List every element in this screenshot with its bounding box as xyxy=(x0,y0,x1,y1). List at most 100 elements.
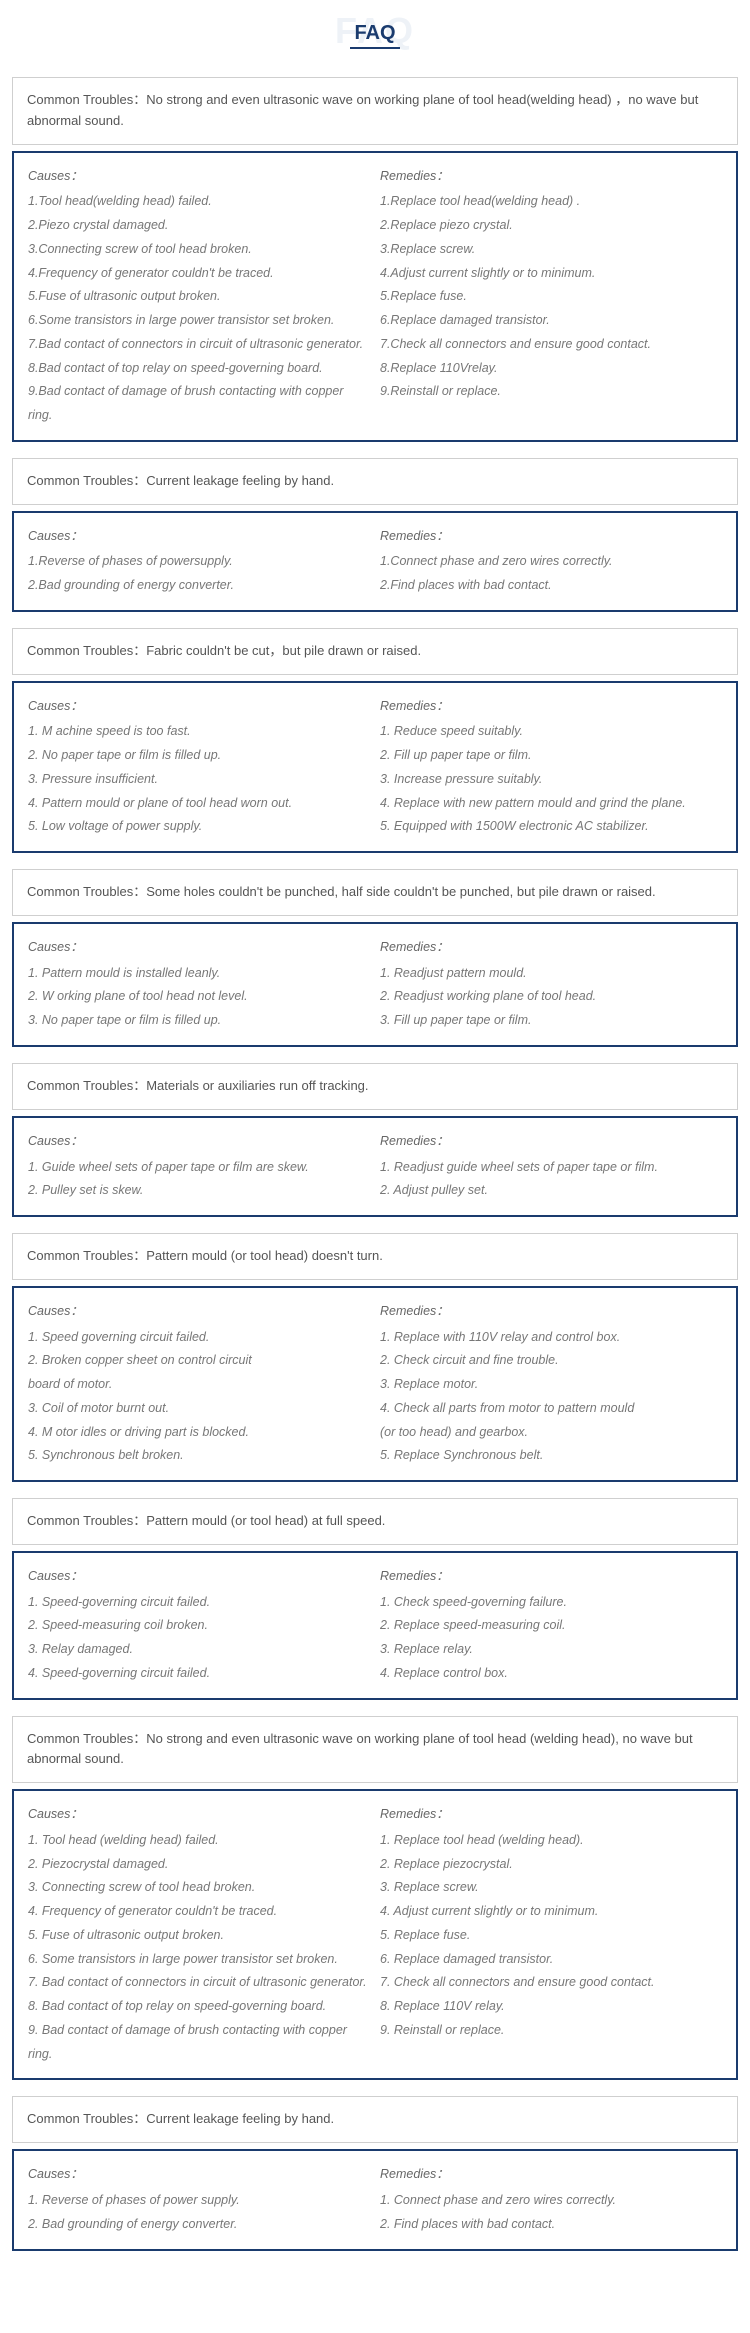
causes-column: Causes：1. Tool head (welding head) faile… xyxy=(28,1803,370,2066)
faq-section: Common Troubles：Pattern mould (or tool h… xyxy=(12,1498,738,1700)
cause-item: 2. Speed-measuring coil broken. xyxy=(28,1614,370,1638)
remedy-item: 3. Replace screw. xyxy=(380,1876,722,1900)
remedy-item: 1. Check speed-governing failure. xyxy=(380,1591,722,1615)
remedy-item: 3. Fill up paper tape or film. xyxy=(380,1009,722,1033)
remedy-item: 2. Replace piezocrystal. xyxy=(380,1853,722,1877)
trouble-label: Common Troubles： xyxy=(27,1513,146,1528)
trouble-label: Common Troubles： xyxy=(27,2111,146,2126)
remedy-item: 4.Adjust current slightly or to minimum. xyxy=(380,262,722,286)
causes-remedies-box: Causes：1. Tool head (welding head) faile… xyxy=(12,1789,738,2080)
causes-column: Causes：1. Guide wheel sets of paper tape… xyxy=(28,1130,370,1203)
remedy-item: 1. Readjust pattern mould. xyxy=(380,962,722,986)
remedies-header: Remedies： xyxy=(380,2163,722,2187)
remedy-item: 3. Replace relay. xyxy=(380,1638,722,1662)
causes-header: Causes： xyxy=(28,695,370,719)
cause-item: 5. Synchronous belt broken. xyxy=(28,1444,370,1468)
cause-item: 1. Guide wheel sets of paper tape or fil… xyxy=(28,1156,370,1180)
cause-item: 4.Frequency of generator couldn't be tra… xyxy=(28,262,370,286)
trouble-box: Common Troubles：Materials or auxiliaries… xyxy=(12,1063,738,1110)
remedy-item: 4. Adjust current slightly or to minimum… xyxy=(380,1900,722,1924)
remedies-column: Remedies：1. Check speed-governing failur… xyxy=(380,1565,722,1686)
trouble-text: Some holes couldn't be punched, half sid… xyxy=(146,884,655,899)
remedy-item: 5. Equipped with 1500W electronic AC sta… xyxy=(380,815,722,839)
remedy-item: 8. Replace 110V relay. xyxy=(380,1995,722,2019)
cause-item: 4. Frequency of generator couldn't be tr… xyxy=(28,1900,370,1924)
remedies-column: Remedies：1.Connect phase and zero wires … xyxy=(380,525,722,598)
cause-item: 9.Bad contact of damage of brush contact… xyxy=(28,380,370,428)
causes-remedies-box: Causes：1. Pattern mould is installed lea… xyxy=(12,922,738,1047)
remedy-item: 3.Replace screw. xyxy=(380,238,722,262)
remedies-column: Remedies：1. Connect phase and zero wires… xyxy=(380,2163,722,2236)
trouble-label: Common Troubles： xyxy=(27,92,146,107)
cause-item: 3.Connecting screw of tool head broken. xyxy=(28,238,370,262)
trouble-box: Common Troubles：Pattern mould (or tool h… xyxy=(12,1498,738,1545)
remedy-item: 5. Replace Synchronous belt. xyxy=(380,1444,722,1468)
remedy-item: 1.Connect phase and zero wires correctly… xyxy=(380,550,722,574)
remedy-item: 4. Replace with new pattern mould and gr… xyxy=(380,792,722,816)
remedies-column: Remedies：1. Replace tool head (welding h… xyxy=(380,1803,722,2066)
causes-column: Causes：1. Speed governing circuit failed… xyxy=(28,1300,370,1468)
trouble-text: Current leakage feeling by hand. xyxy=(146,473,334,488)
cause-item: 4. M otor idles or driving part is block… xyxy=(28,1421,370,1445)
remedies-header: Remedies： xyxy=(380,1130,722,1154)
cause-item: 1. Speed-governing circuit failed. xyxy=(28,1591,370,1615)
faq-section: Common Troubles：Current leakage feeling … xyxy=(12,458,738,612)
remedies-column: Remedies：1. Replace with 110V relay and … xyxy=(380,1300,722,1468)
causes-column: Causes：1. Reverse of phases of power sup… xyxy=(28,2163,370,2236)
remedy-item: 2. Readjust working plane of tool head. xyxy=(380,985,722,1009)
remedies-header: Remedies： xyxy=(380,1803,722,1827)
cause-item: 2. No paper tape or film is filled up. xyxy=(28,744,370,768)
remedy-item: 6.Replace damaged transistor. xyxy=(380,309,722,333)
causes-column: Causes：1.Reverse of phases of powersuppl… xyxy=(28,525,370,598)
remedies-column: Remedies：1. Readjust guide wheel sets of… xyxy=(380,1130,722,1203)
trouble-box: Common Troubles：Pattern mould (or tool h… xyxy=(12,1233,738,1280)
causes-remedies-box: Causes：1. Speed governing circuit failed… xyxy=(12,1286,738,1482)
remedy-item: 6. Replace damaged transistor. xyxy=(380,1948,722,1972)
remedy-item: 9.Reinstall or replace. xyxy=(380,380,722,404)
remedy-item: (or too head) and gearbox. xyxy=(380,1421,722,1445)
cause-item: 5.Fuse of ultrasonic output broken. xyxy=(28,285,370,309)
cause-item: 1. Pattern mould is installed leanly. xyxy=(28,962,370,986)
remedy-item: 3. Replace motor. xyxy=(380,1373,722,1397)
remedy-item: 2. Fill up paper tape or film. xyxy=(380,744,722,768)
causes-header: Causes： xyxy=(28,936,370,960)
cause-item: 2. W orking plane of tool head not level… xyxy=(28,985,370,1009)
cause-item: 2. Piezocrystal damaged. xyxy=(28,1853,370,1877)
cause-item: 3. Connecting screw of tool head broken. xyxy=(28,1876,370,1900)
remedy-item: 1. Connect phase and zero wires correctl… xyxy=(380,2189,722,2213)
remedies-column: Remedies：1. Reduce speed suitably.2. Fil… xyxy=(380,695,722,840)
cause-item: 7. Bad contact of connectors in circuit … xyxy=(28,1971,370,1995)
causes-header: Causes： xyxy=(28,525,370,549)
causes-header: Causes： xyxy=(28,165,370,189)
cause-item: 6.Some transistors in large power transi… xyxy=(28,309,370,333)
trouble-box: Common Troubles：No strong and even ultra… xyxy=(12,1716,738,1784)
remedy-item: 2. Find places with bad contact. xyxy=(380,2213,722,2237)
trouble-label: Common Troubles： xyxy=(27,884,146,899)
cause-item: 1. Tool head (welding head) failed. xyxy=(28,1829,370,1853)
trouble-box: Common Troubles：Fabric couldn't be cut，b… xyxy=(12,628,738,675)
causes-header: Causes： xyxy=(28,1130,370,1154)
remedies-header: Remedies： xyxy=(380,165,722,189)
faq-section: Common Troubles：Fabric couldn't be cut，b… xyxy=(12,628,738,853)
faq-header: FAQ FAQ xyxy=(12,20,738,49)
remedy-item: 2. Adjust pulley set. xyxy=(380,1179,722,1203)
causes-remedies-box: Causes：1. M achine speed is too fast.2. … xyxy=(12,681,738,854)
remedy-item: 2.Find places with bad contact. xyxy=(380,574,722,598)
trouble-text: Materials or auxiliaries run off trackin… xyxy=(146,1078,368,1093)
cause-item: 3. No paper tape or film is filled up. xyxy=(28,1009,370,1033)
causes-column: Causes：1. Pattern mould is installed lea… xyxy=(28,936,370,1033)
faq-section: Common Troubles：Some holes couldn't be p… xyxy=(12,869,738,1047)
trouble-box: Common Troubles：No strong and even ultra… xyxy=(12,77,738,145)
cause-item: 1. Reverse of phases of power supply. xyxy=(28,2189,370,2213)
cause-item: 2. Bad grounding of energy converter. xyxy=(28,2213,370,2237)
faq-section: Common Troubles：No strong and even ultra… xyxy=(12,1716,738,2081)
remedy-item: 1. Readjust guide wheel sets of paper ta… xyxy=(380,1156,722,1180)
remedy-item: 8.Replace 110Vrelay. xyxy=(380,357,722,381)
remedy-item: 1. Reduce speed suitably. xyxy=(380,720,722,744)
remedy-item: 1. Replace tool head (welding head). xyxy=(380,1829,722,1853)
causes-column: Causes：1.Tool head(welding head) failed.… xyxy=(28,165,370,428)
cause-item: 4. Speed-governing circuit failed. xyxy=(28,1662,370,1686)
remedy-item: 2. Check circuit and fine trouble. xyxy=(380,1349,722,1373)
trouble-box: Common Troubles：Some holes couldn't be p… xyxy=(12,869,738,916)
remedies-header: Remedies： xyxy=(380,936,722,960)
